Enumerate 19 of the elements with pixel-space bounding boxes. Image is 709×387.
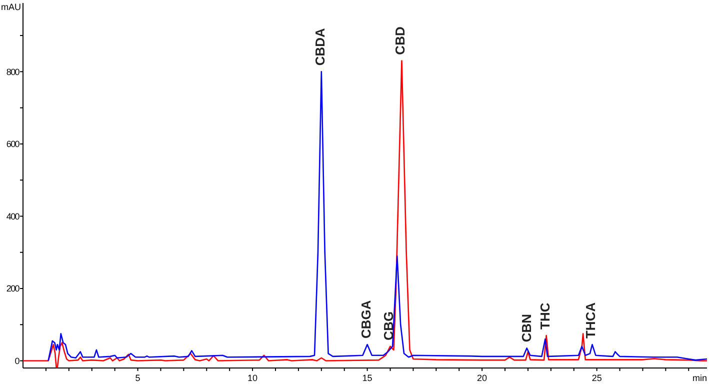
- annotation: CBN: [518, 314, 534, 342]
- x-tick-label: 25: [592, 373, 602, 383]
- annotation: CBGA: [358, 300, 374, 339]
- annotation: THC: [537, 302, 552, 330]
- annotation: CBD: [392, 26, 408, 55]
- annotation: CBG: [381, 311, 396, 340]
- y-tick-label: 200: [6, 284, 20, 294]
- y-tick-label: 600: [6, 139, 20, 150]
- x-axis-title: min: [692, 373, 707, 383]
- annotation: CBDA: [312, 28, 328, 66]
- annotation: THCA: [583, 302, 598, 339]
- y-tick-label: 800: [6, 66, 20, 77]
- y-tick-label: 400: [6, 211, 20, 222]
- y-tick-label: 0: [14, 356, 20, 366]
- x-tick-label: 10: [248, 373, 258, 383]
- x-tick-label: 20: [477, 373, 488, 383]
- y-axis-title: mAU: [1, 2, 21, 12]
- x-tick-label: 15: [362, 373, 372, 383]
- x-tick-label: 5: [135, 373, 140, 383]
